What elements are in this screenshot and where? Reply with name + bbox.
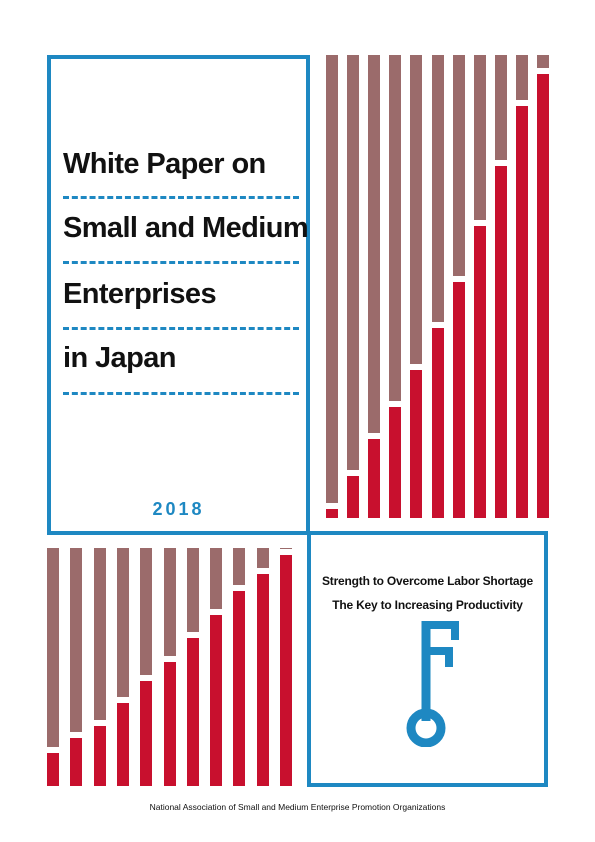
bar-segment-red	[326, 509, 338, 518]
bar-segment-red	[116, 703, 129, 786]
bar-segment-red	[140, 681, 153, 786]
bar-column	[140, 548, 153, 786]
divider-dashed	[63, 196, 299, 199]
title-line-2: Small and Medium	[63, 212, 309, 244]
bar-column	[210, 548, 223, 786]
bar-segment-taupe	[140, 548, 153, 675]
tagline-line-2: The Key to Increasing Productivity	[332, 598, 523, 612]
bar-segment-taupe	[473, 55, 486, 220]
bar-segment-taupe	[494, 55, 507, 160]
bar-column	[494, 55, 507, 518]
bar-segment-taupe	[431, 55, 444, 322]
bar-segment-red	[431, 328, 444, 518]
bar-column	[473, 55, 486, 518]
bar-column	[515, 55, 528, 518]
tagline-frame: Strength to Overcome Labor Shortage The …	[307, 531, 548, 787]
bar-segment-red	[70, 738, 83, 786]
bar-column	[280, 548, 292, 786]
bar-column	[163, 548, 176, 786]
bar-column	[410, 55, 423, 518]
bar-segment-taupe	[186, 548, 199, 632]
bar-segment-red	[473, 226, 486, 518]
bar-segment-taupe	[70, 548, 83, 732]
bar-segment-taupe	[256, 548, 269, 568]
divider-dashed	[63, 261, 299, 264]
bar-segment-taupe	[326, 55, 338, 503]
decorative-bars-bottom-left	[47, 548, 293, 786]
bar-segment-red	[368, 439, 381, 518]
bar-column	[347, 55, 360, 518]
bar-segment-red	[347, 476, 360, 518]
bar-column	[452, 55, 465, 518]
bar-column	[70, 548, 83, 786]
bar-segment-taupe	[210, 548, 223, 609]
bar-segment-red	[280, 555, 292, 786]
bar-column	[256, 548, 269, 786]
bar-column	[537, 55, 549, 518]
bar-segment-red	[537, 74, 549, 518]
bar-segment-taupe	[116, 548, 129, 697]
bar-segment-red	[515, 106, 528, 518]
bar-segment-red	[186, 638, 199, 786]
bar-segment-red	[256, 574, 269, 786]
bar-segment-red	[210, 615, 223, 786]
bar-column	[186, 548, 199, 786]
bar-segment-taupe	[410, 55, 423, 364]
bar-segment-taupe	[163, 548, 176, 656]
bar-column	[47, 548, 59, 786]
bar-segment-taupe	[93, 548, 106, 720]
bar-segment-taupe	[515, 55, 528, 100]
key-icon	[406, 621, 459, 747]
publisher-name: National Association of Small and Medium…	[149, 802, 446, 812]
bar-segment-taupe	[347, 55, 360, 470]
bar-segment-taupe	[452, 55, 465, 276]
bar-segment-taupe	[389, 55, 402, 401]
bar-segment-red	[494, 166, 507, 518]
bar-segment-taupe	[368, 55, 381, 433]
bar-segment-taupe	[47, 548, 59, 747]
title-line-3: Enterprises	[63, 278, 217, 310]
title-line-4: in Japan	[63, 342, 176, 374]
title-frame: White Paper on Small and Medium Enterpri…	[47, 55, 310, 535]
bar-segment-red	[163, 662, 176, 786]
bar-segment-red	[93, 726, 106, 786]
bar-segment-taupe	[233, 548, 246, 585]
divider-dashed	[63, 327, 299, 330]
decorative-bars-top-right	[326, 55, 549, 518]
bar-column	[368, 55, 381, 518]
bar-column	[93, 548, 106, 786]
divider-dashed	[63, 392, 299, 395]
title-line-1: White Paper on	[63, 148, 266, 180]
tagline-line-1: Strength to Overcome Labor Shortage	[321, 574, 534, 588]
bar-column	[116, 548, 129, 786]
bar-segment-taupe	[280, 548, 292, 549]
bar-column	[431, 55, 444, 518]
bar-segment-red	[389, 407, 402, 518]
bar-column	[326, 55, 338, 518]
bar-segment-red	[233, 591, 246, 786]
bar-column	[389, 55, 402, 518]
bar-segment-taupe	[537, 55, 549, 68]
publication-year: 2018	[152, 499, 205, 519]
bar-segment-red	[410, 370, 423, 518]
bar-column	[233, 548, 246, 786]
bar-segment-red	[47, 753, 59, 786]
bar-segment-red	[452, 282, 465, 518]
